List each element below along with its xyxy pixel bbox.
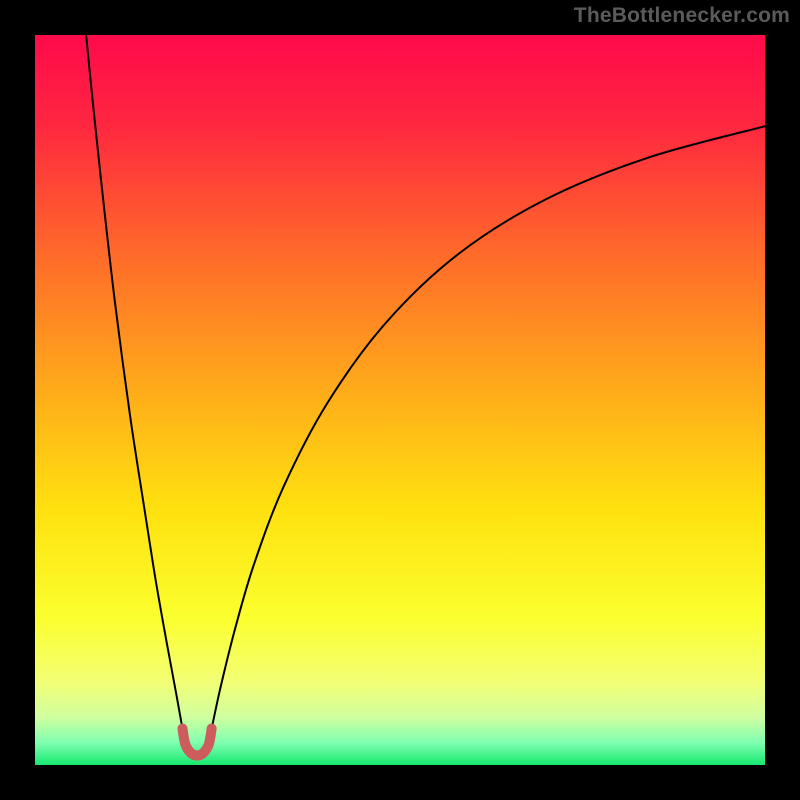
- chart-svg: [0, 0, 800, 800]
- watermark-text: TheBottlenecker.com: [574, 4, 790, 28]
- chart-stage: TheBottlenecker.com: [0, 0, 800, 800]
